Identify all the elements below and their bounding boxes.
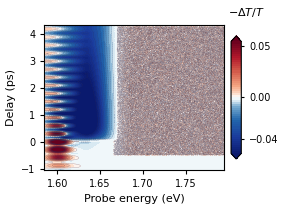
PathPatch shape xyxy=(231,36,241,42)
Y-axis label: Delay (ps): Delay (ps) xyxy=(5,69,16,126)
Text: $-\Delta T/T$: $-\Delta T/T$ xyxy=(228,6,265,19)
PathPatch shape xyxy=(231,153,241,159)
X-axis label: Probe energy (eV): Probe energy (eV) xyxy=(84,194,185,205)
